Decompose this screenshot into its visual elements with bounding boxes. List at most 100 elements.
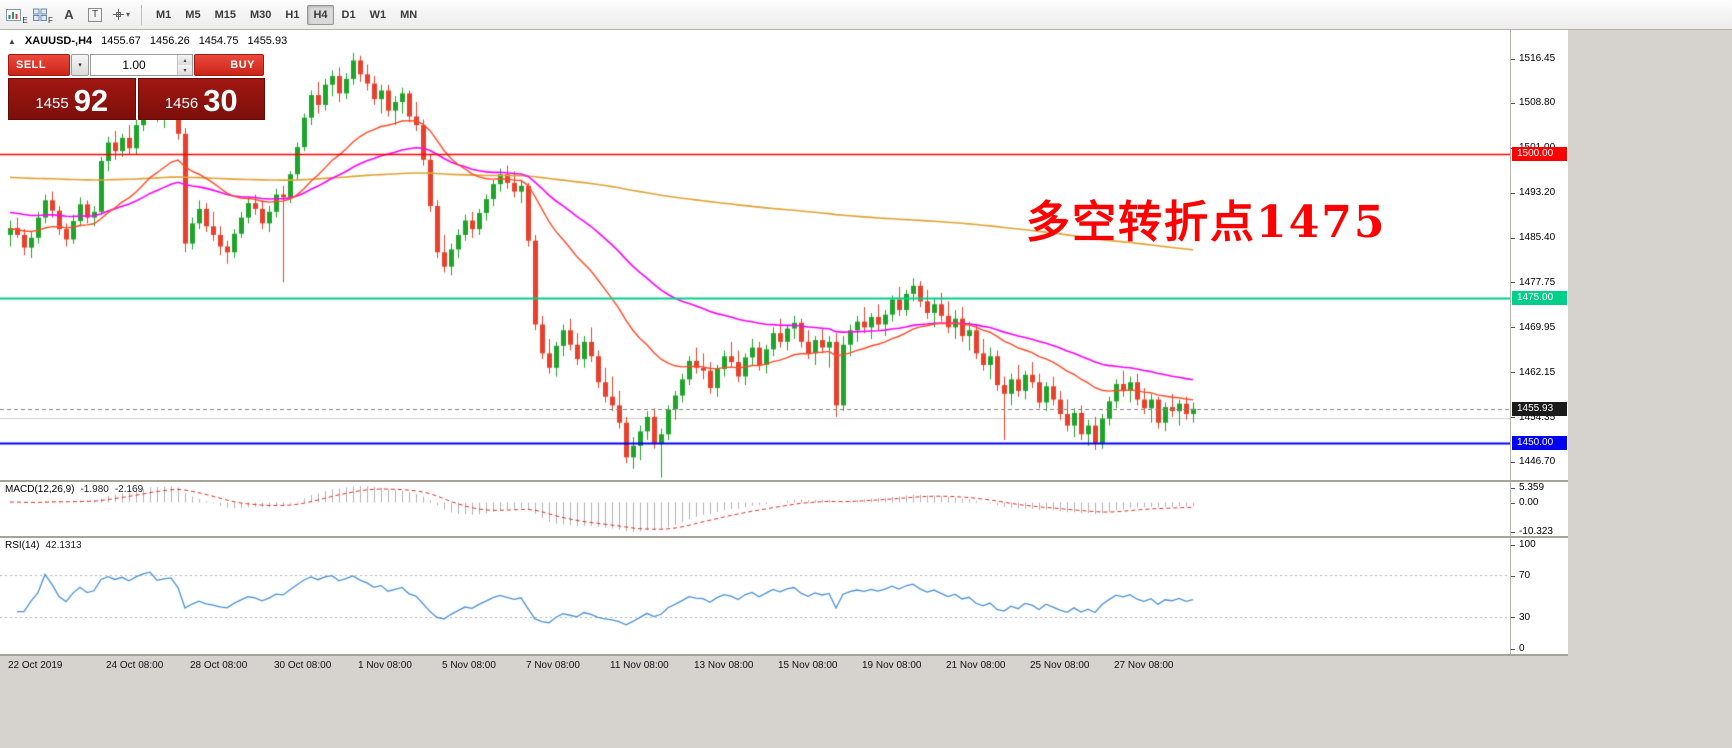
level-price-label: 1500.00 bbox=[1512, 147, 1567, 162]
crosshair-icon bbox=[112, 9, 124, 20]
ohlc-header: ▲ XAUUSD-,H4 1455.67 1456.26 1454.75 145… bbox=[8, 35, 287, 47]
text-label-icon: T bbox=[87, 7, 103, 22]
timeframe-h4-button[interactable]: H4 bbox=[307, 4, 334, 25]
rsi-scale[interactable]: 100 70 30 0 bbox=[1510, 538, 1568, 654]
font-button[interactable]: A bbox=[57, 4, 81, 26]
macd-scale[interactable]: 5.359 0.00 -10.323 bbox=[1510, 482, 1568, 537]
collapse-trade-panel-icon[interactable]: ▲ bbox=[8, 36, 16, 46]
timeframe-d1-button[interactable]: D1 bbox=[336, 5, 362, 25]
level-price-label: 1475.00 bbox=[1512, 291, 1567, 306]
toolbar: E F A T ▾ M1 M5 M15 M30 H1 H4 D1 W1 MN bbox=[0, 0, 1732, 30]
timeframe-w1-button[interactable]: W1 bbox=[364, 5, 393, 25]
tile-windows-badge: F bbox=[48, 15, 53, 25]
price-tick-label: 1454.35 bbox=[1511, 412, 1555, 423]
price-tick-label: 1469.95 bbox=[1511, 322, 1555, 333]
volume-input[interactable] bbox=[91, 55, 177, 75]
volume-increase-button[interactable]: ▴ bbox=[178, 55, 192, 65]
time-axis-label: 24 Oct 08:00 bbox=[106, 660, 164, 671]
crosshair-button[interactable]: ▾ bbox=[109, 4, 133, 26]
trade-controls-row: SELL ▾ ▴ ▾ BUY bbox=[8, 54, 265, 76]
volume-box: ▴ ▾ bbox=[90, 54, 193, 76]
rsi-value: 42.1313 bbox=[45, 540, 82, 551]
price-scale[interactable]: 1516.451508.801501.001493.201485.401477.… bbox=[1510, 30, 1568, 480]
price-tick-label: 1477.75 bbox=[1511, 277, 1555, 288]
rsi-canvas[interactable] bbox=[0, 538, 1510, 654]
price-tick-label: 1485.40 bbox=[1511, 232, 1555, 243]
time-axis-label: 15 Nov 08:00 bbox=[778, 660, 838, 671]
sell-button[interactable]: SELL bbox=[8, 54, 70, 76]
current-price-label: 1455.93 bbox=[1512, 401, 1567, 416]
chart-window: ▲ XAUUSD-,H4 1455.67 1456.26 1454.75 145… bbox=[0, 30, 1732, 748]
panel-splitter[interactable] bbox=[0, 654, 1568, 656]
macd-canvas[interactable] bbox=[0, 482, 1510, 536]
panel-splitter[interactable] bbox=[0, 480, 1568, 482]
buy-button[interactable]: BUY bbox=[194, 54, 264, 76]
timeframe-m5-button[interactable]: M5 bbox=[179, 5, 206, 25]
time-axis-label: 5 Nov 08:00 bbox=[442, 660, 496, 671]
price-tick-label: 1446.70 bbox=[1511, 456, 1555, 467]
time-axis[interactable]: 22 Oct 2019 24 Oct 08:00 28 Oct 08:00 30 Oc… bbox=[0, 656, 1568, 678]
volume-dropdown-button[interactable]: ▾ bbox=[71, 54, 89, 76]
timeframe-m1-button[interactable]: M1 bbox=[150, 5, 177, 25]
timeframe-m15-button[interactable]: M15 bbox=[209, 5, 242, 25]
macd-scale-label: 0.00 bbox=[1511, 497, 1538, 508]
macd-scale-label: -10.323 bbox=[1511, 526, 1553, 537]
time-axis-label: 27 Nov 08:00 bbox=[1114, 660, 1174, 671]
text-label-button[interactable]: T bbox=[83, 4, 107, 26]
chart-tools-group: E F A T ▾ bbox=[5, 4, 133, 26]
low-value: 1454.75 bbox=[198, 35, 239, 47]
rsi-panel: RSI(14) 42.1313 100 70 30 0 bbox=[0, 538, 1568, 654]
open-value: 1455.67 bbox=[101, 35, 141, 47]
timeframe-mn-button[interactable]: MN bbox=[394, 5, 423, 25]
time-axis-label: 30 Oct 08:00 bbox=[274, 660, 332, 671]
macd-name: MACD(12,26,9) bbox=[5, 484, 75, 495]
chart-annotation[interactable]: 多空转折点1475 bbox=[1026, 197, 1387, 248]
charts-badge: E bbox=[22, 15, 28, 25]
one-click-trade-panel: SELL ▾ ▴ ▾ BUY 1455 92 bbox=[8, 54, 265, 120]
bid-main-digits: 1455 bbox=[35, 95, 69, 112]
charts-button[interactable]: E bbox=[5, 4, 29, 26]
price-tick-label: 1516.45 bbox=[1511, 53, 1555, 64]
font-icon: A bbox=[64, 7, 74, 22]
timeframe-group: M1 M5 M15 M30 H1 H4 D1 W1 MN bbox=[150, 4, 423, 25]
rsi-name: RSI(14) bbox=[5, 540, 40, 551]
price-chart-panel: ▲ XAUUSD-,H4 1455.67 1456.26 1454.75 145… bbox=[0, 30, 1568, 480]
time-axis-label: 22 Oct 2019 bbox=[8, 660, 63, 671]
panel-splitter[interactable] bbox=[0, 536, 1568, 538]
price-tick-label: 1508.80 bbox=[1511, 97, 1555, 108]
level-price-label: 1450.00 bbox=[1512, 435, 1567, 450]
time-axis-label: 28 Oct 08:00 bbox=[190, 660, 248, 671]
rsi-scale-label: 100 bbox=[1511, 539, 1536, 550]
quote-row: 1455 92 1456 30 bbox=[8, 78, 265, 120]
tile-windows-button[interactable]: F bbox=[31, 4, 55, 26]
macd-panel: MACD(12,26,9) -1.980 -2.169 5.359 0.00 -10… bbox=[0, 482, 1568, 537]
rsi-scale-label: 30 bbox=[1511, 612, 1530, 623]
rsi-scale-label: 70 bbox=[1511, 570, 1530, 581]
high-value: 1456.26 bbox=[149, 35, 190, 47]
volume-decrease-button[interactable]: ▾ bbox=[178, 65, 192, 75]
chart-icon bbox=[6, 8, 22, 21]
bid-price-display: 1455 92 bbox=[8, 78, 136, 120]
rsi-scale-label: 0 bbox=[1511, 643, 1525, 654]
ask-main-digits: 1456 bbox=[164, 95, 199, 112]
macd-signal-value: -2.169 bbox=[114, 484, 144, 495]
timeframe-m30-button[interactable]: M30 bbox=[244, 5, 277, 25]
macd-label: MACD(12,26,9) -1.980 -2.169 bbox=[5, 484, 143, 495]
ask-pip-digits: 30 bbox=[203, 83, 238, 119]
volume-spinner: ▴ ▾ bbox=[177, 55, 192, 75]
time-axis-label: 21 Nov 08:00 bbox=[946, 660, 1006, 671]
price-tick-label: 1493.20 bbox=[1511, 187, 1555, 198]
timeframe-h1-button[interactable]: H1 bbox=[279, 5, 305, 25]
price-tick-label: 1462.15 bbox=[1511, 367, 1555, 378]
toolbar-separator bbox=[141, 4, 142, 25]
close-value: 1455.93 bbox=[247, 35, 288, 47]
rsi-label: RSI(14) 42.1313 bbox=[5, 540, 82, 551]
time-axis-label: 1 Nov 08:00 bbox=[358, 660, 412, 671]
mt4-terminal: E F A T ▾ M1 M5 M15 M30 H1 H4 D1 W1 MN ▲ XAUUSD-,H4 … bbox=[0, 0, 1732, 671]
time-axis-label: 7 Nov 08:00 bbox=[526, 660, 580, 671]
time-axis-label: 19 Nov 08:00 bbox=[862, 660, 922, 671]
chevron-down-icon: ▾ bbox=[78, 62, 82, 69]
time-axis-label: 11 Nov 08:00 bbox=[610, 660, 669, 671]
time-axis-label: 25 Nov 08:00 bbox=[1030, 660, 1090, 671]
time-axis-label: 13 Nov 08:00 bbox=[694, 660, 754, 671]
